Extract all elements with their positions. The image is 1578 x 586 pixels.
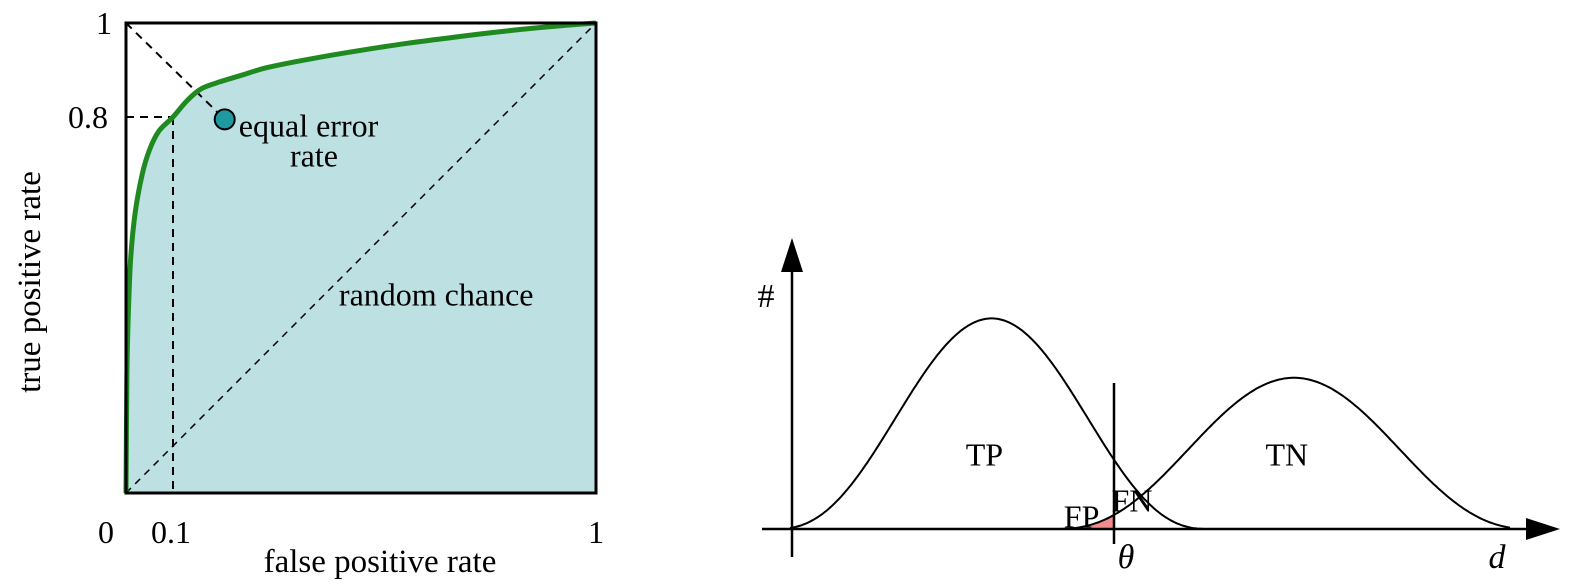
y-axis-title: true positive rate: [12, 171, 48, 393]
random-chance-diagonal: [125, 22, 597, 494]
y-tick-label-1: 1: [96, 5, 112, 41]
region-label-tn: TN: [1265, 436, 1308, 472]
annotation-equal-error: equal error: [239, 107, 379, 143]
x-tick-label-0.1: 0.1: [151, 514, 191, 550]
roc-curve-line: [123, 20, 597, 494]
x-tick-label-1: 1: [588, 514, 604, 550]
distribution-chart: # d θ TP TN FP FN: [758, 238, 1560, 576]
y-axis-label-count: #: [758, 278, 775, 315]
y-tick-label-0.8: 0.8: [68, 99, 108, 135]
region-label-fp: FP: [1064, 499, 1100, 535]
y-axis-arrowhead: [781, 238, 803, 272]
annotation-random-chance: random chance: [339, 277, 534, 313]
annotation-rate: rate: [290, 138, 338, 174]
threshold-label-theta: θ: [1118, 539, 1135, 576]
x-axis-label-d: d: [1489, 539, 1507, 576]
equal-error-point: [213, 108, 236, 131]
region-label-fn: FN: [1112, 482, 1153, 518]
roc-plot-frame: [124, 21, 598, 495]
x-axis-arrowhead: [1526, 518, 1560, 540]
roc-chart: 0 0.1 1 0.8 1 false positive rate true p…: [12, 5, 604, 580]
x-tick-label-0: 0: [98, 514, 114, 550]
equal-error-line: [125, 22, 226, 121]
x-axis-title: false positive rate: [264, 544, 497, 580]
region-label-tp: TP: [966, 436, 1003, 472]
